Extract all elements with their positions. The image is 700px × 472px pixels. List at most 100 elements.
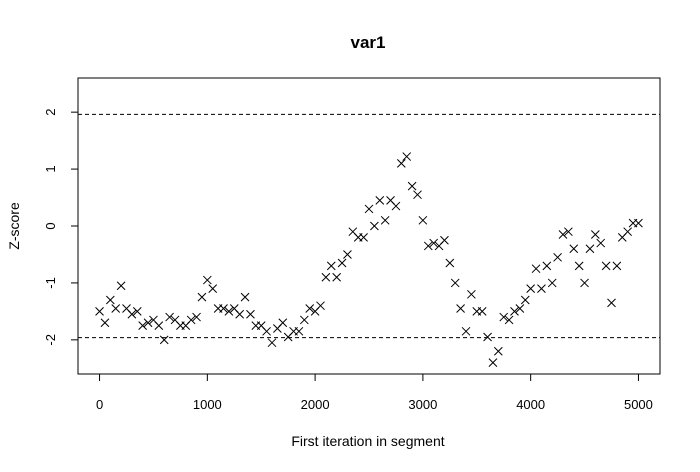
data-point [326, 261, 336, 271]
data-point [111, 304, 121, 313]
data-point [488, 358, 498, 367]
data-point [343, 250, 352, 259]
data-point [246, 309, 255, 319]
data-point [418, 215, 428, 225]
data-point [305, 304, 315, 313]
data-point [208, 284, 218, 293]
data-point [219, 304, 228, 313]
data-point [235, 309, 245, 319]
data-point [240, 292, 250, 302]
data-point [569, 244, 579, 254]
data-point [515, 304, 525, 313]
data-point [553, 252, 562, 262]
data-point [634, 218, 643, 228]
data-point [294, 326, 304, 336]
data-point [413, 190, 422, 200]
data-point [531, 264, 541, 274]
data-point [332, 272, 342, 282]
data-point [95, 307, 104, 316]
data-point [380, 215, 390, 225]
data-point [202, 275, 212, 285]
data-point [186, 315, 196, 325]
x-tick-label: 1000 [193, 397, 222, 412]
data-point [359, 233, 368, 242]
data-point [116, 281, 126, 291]
data-point [132, 307, 142, 316]
data-point [375, 196, 385, 205]
data-point [396, 159, 406, 168]
data-point [154, 321, 164, 330]
data-point [520, 295, 530, 305]
reference-lines [78, 113, 660, 339]
data-point [159, 335, 169, 345]
data-point [590, 230, 600, 239]
data-point [100, 318, 110, 328]
data-point [467, 289, 476, 299]
data-point [262, 326, 271, 336]
data-point [623, 227, 633, 237]
y-tick-label: 0 [43, 222, 58, 229]
y-tick-label: 1 [43, 165, 58, 172]
x-tick-label: 4000 [516, 397, 545, 412]
data-point [445, 258, 455, 268]
data-point [267, 338, 277, 348]
x-tick-label: 0 [96, 397, 103, 412]
data-point [321, 272, 331, 282]
x-tick-label: 5000 [624, 397, 653, 412]
data-point [461, 326, 471, 336]
data-point [429, 238, 439, 248]
x-axis-label: First iteration in segment [291, 433, 444, 449]
y-tick-label: -1 [43, 277, 58, 289]
data-point [143, 318, 153, 328]
data-point [450, 278, 460, 288]
y-axis: -2 -1 0 1 2 [43, 109, 79, 346]
x-axis: 0 1000 2000 3000 4000 5000 [96, 373, 653, 412]
data-point [370, 221, 379, 231]
data-point [526, 284, 536, 293]
data-point [224, 307, 234, 316]
data-point [127, 309, 137, 319]
data-points [95, 152, 643, 367]
data-point [537, 284, 546, 293]
data-point [607, 298, 616, 308]
data-point [138, 321, 148, 330]
data-point [574, 261, 584, 271]
data-point [477, 307, 487, 316]
data-point [456, 304, 465, 313]
data-point [299, 315, 309, 325]
data-point [364, 204, 374, 214]
x-tick-label: 2000 [301, 397, 330, 412]
data-point [278, 318, 288, 328]
data-point [558, 230, 568, 239]
data-point [483, 332, 492, 342]
data-point [105, 295, 115, 305]
data-point [510, 307, 519, 316]
data-point [165, 312, 174, 322]
data-point [197, 292, 207, 302]
data-point [192, 312, 201, 322]
data-point [499, 312, 509, 322]
y-tick-label: -2 [43, 334, 58, 346]
data-point [407, 181, 417, 191]
data-point [402, 152, 412, 161]
data-point [585, 244, 595, 254]
data-point [580, 278, 589, 288]
x-tick-label: 3000 [408, 397, 437, 412]
data-point [612, 261, 622, 271]
data-point [542, 261, 552, 271]
data-point [391, 201, 401, 211]
data-point [440, 235, 449, 245]
data-point [564, 227, 573, 237]
plot-frame [77, 77, 661, 375]
data-point [547, 278, 557, 288]
data-point [596, 238, 606, 248]
chart-title: var1 [351, 33, 386, 52]
data-point [423, 241, 433, 251]
data-point [504, 315, 514, 325]
data-point [601, 261, 611, 271]
y-axis-label: Z-score [6, 202, 22, 250]
y-tick-label: 2 [43, 109, 58, 116]
data-point [493, 346, 503, 356]
data-point [316, 301, 325, 311]
